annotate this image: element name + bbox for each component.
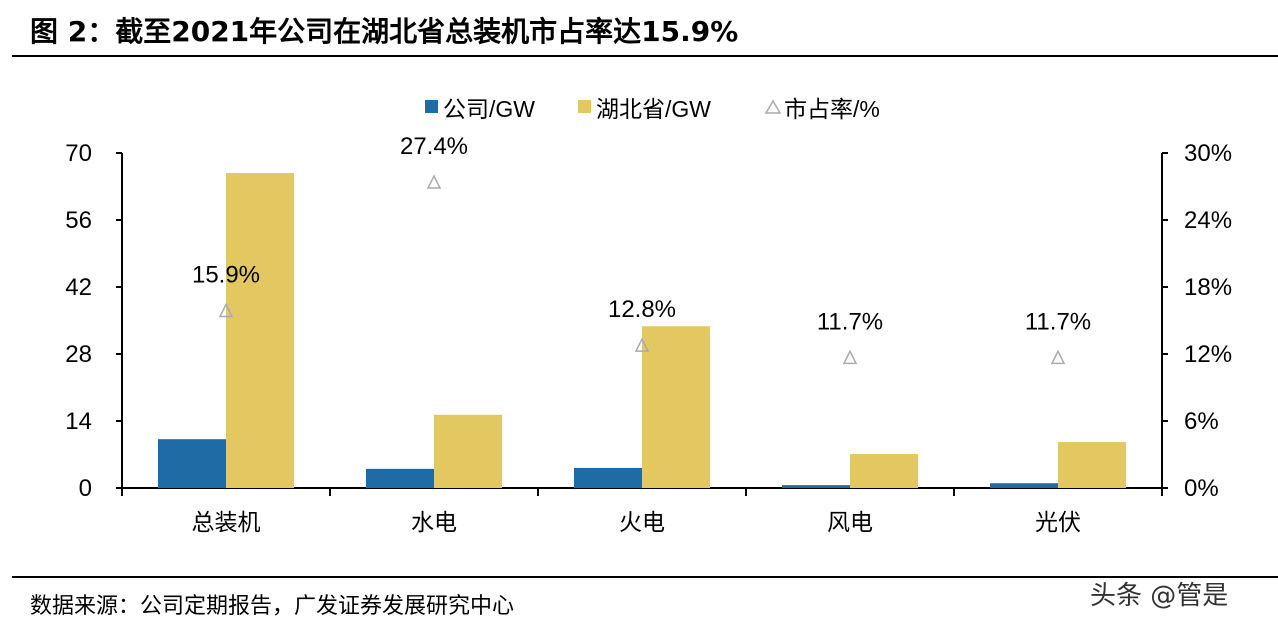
market-share-label: 27.4% [400, 133, 468, 160]
legend-label: 公司/GW [443, 96, 535, 122]
bar-company [990, 483, 1058, 488]
title-divider [12, 55, 1278, 57]
bar-company [366, 468, 434, 488]
left-tick-label: 42 [65, 274, 92, 301]
market-share-label: 11.7% [1025, 308, 1091, 335]
market-share-marker [218, 302, 234, 318]
bar-company [782, 485, 850, 488]
right-tick-label: 6% [1184, 408, 1219, 435]
source-note: 数据来源：公司定期报告，广发证券发展研究中心 [30, 594, 515, 619]
market-share-label: 12.8% [608, 296, 676, 323]
market-share-marker [842, 349, 858, 365]
left-tick-label: 28 [65, 341, 92, 368]
market-share-label: 15.9% [192, 261, 260, 288]
legend-swatch [578, 100, 591, 113]
figure-title: 图 2：截至2021年公司在湖北省总装机市占率达15.9% [30, 15, 739, 48]
bar-hubei [434, 414, 502, 488]
market-share-label: 11.7% [817, 308, 883, 335]
x-tick-label: 风电 [827, 509, 873, 535]
bar-hubei [642, 326, 710, 488]
left-tick-label: 56 [65, 207, 92, 234]
market-share-marker [634, 337, 650, 352]
legend-marker-triangle [764, 99, 782, 114]
market-share-marker [1050, 349, 1066, 365]
bar-hubei [226, 173, 294, 488]
legend-label: 市占率/% [784, 96, 880, 122]
right-tick-label: 12% [1184, 341, 1232, 368]
x-tick-label: 总装机 [192, 509, 261, 535]
left-tick-label: 14 [65, 408, 92, 435]
right-tick-label: 0% [1184, 475, 1219, 502]
bar-hubei [1058, 442, 1126, 488]
bar-company [574, 467, 642, 488]
source-divider [12, 576, 1278, 578]
x-tick-label: 光伏 [1035, 509, 1081, 535]
x-tick-label: 火电 [619, 509, 665, 535]
right-tick-label: 30% [1184, 140, 1232, 167]
bar-hubei [850, 454, 918, 488]
watermark: 头条 @管是 [1090, 581, 1229, 611]
bar-company [158, 439, 226, 488]
market-share-marker [426, 174, 442, 189]
legend-label: 湖北省/GW [596, 96, 711, 122]
right-tick-label: 24% [1184, 207, 1232, 234]
left-tick-label: 0 [79, 475, 92, 502]
right-tick-label: 18% [1184, 274, 1232, 301]
left-tick-label: 70 [65, 140, 92, 167]
x-tick-label: 水电 [411, 509, 457, 535]
legend-swatch [425, 100, 438, 113]
